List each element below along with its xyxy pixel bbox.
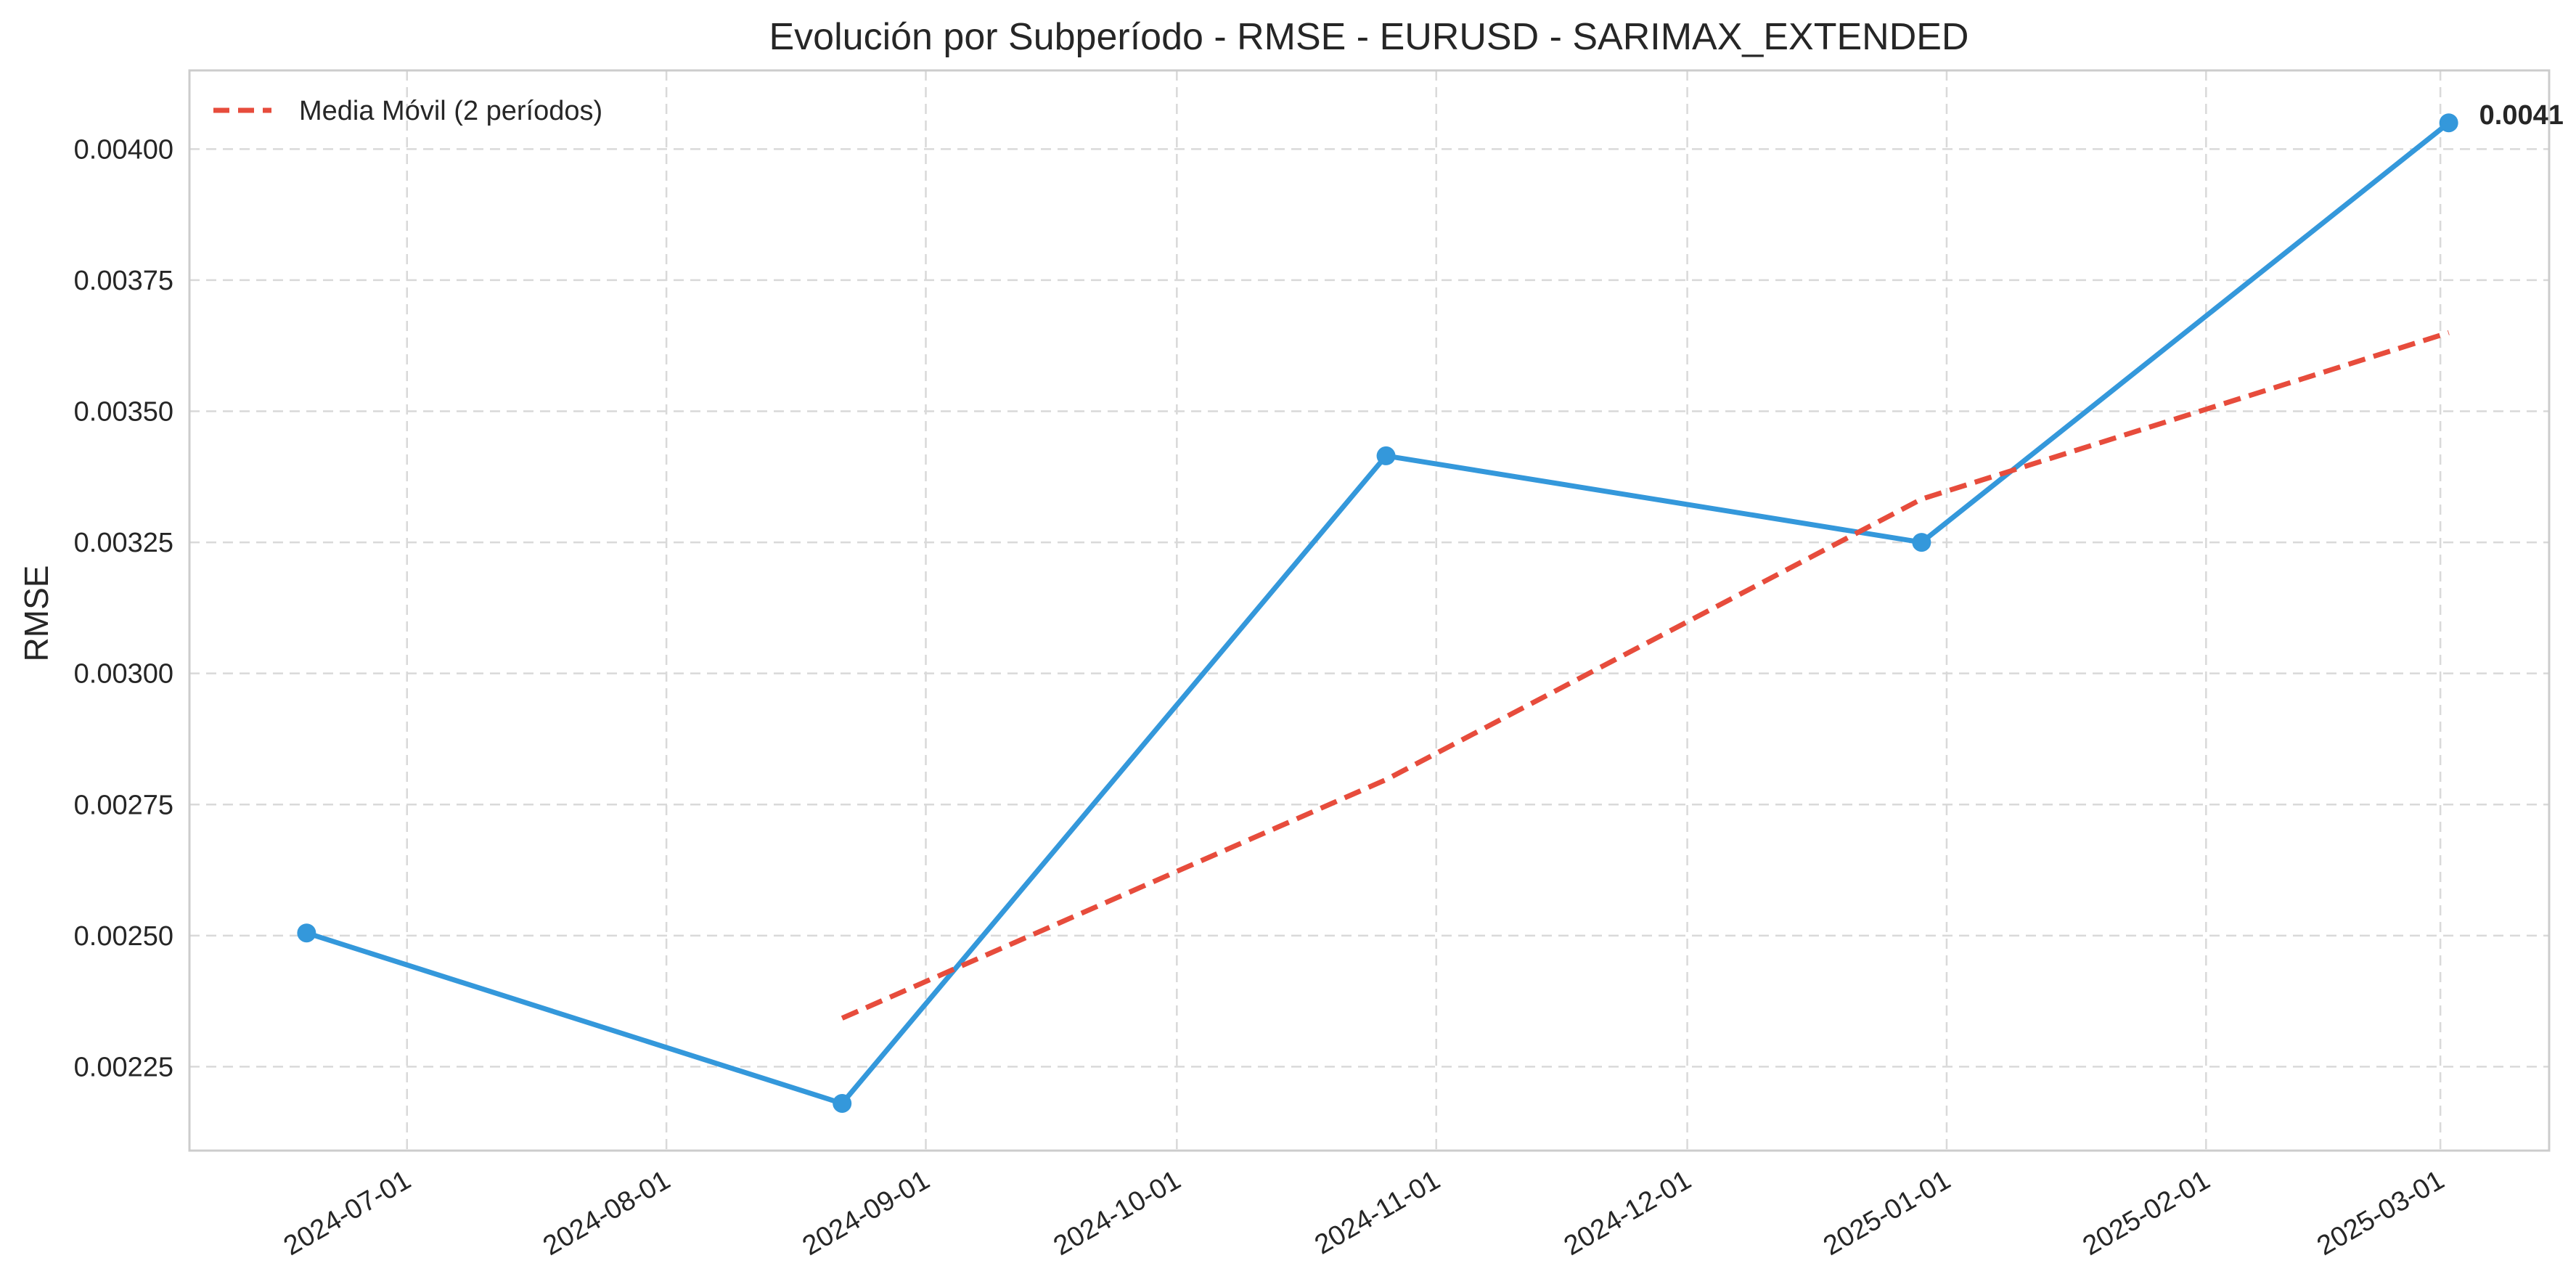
x-tick-label: 2025-01-01 (1818, 1164, 1955, 1262)
x-tick-label: 2024-07-01 (279, 1164, 416, 1262)
y-tick-label: 0.00225 (74, 1052, 173, 1082)
rmse-point (1376, 446, 1396, 465)
legend-label-moving-average: Media Móvil (2 períodos) (299, 96, 602, 126)
y-tick-label: 0.00300 (74, 659, 173, 690)
rmse-point (1912, 533, 1931, 552)
rmse-point (833, 1093, 852, 1113)
y-tick-label: 0.00325 (74, 528, 173, 558)
x-tick-label: 2024-08-01 (538, 1164, 675, 1262)
y-tick-label: 0.00250 (74, 921, 173, 952)
y-axis-label: RMSE (17, 566, 55, 662)
y-axis-ticks: 0.00225 0.00250 0.00275 0.00300 0.00325 0.003… (74, 134, 173, 1082)
x-axis-ticks: 2024-07-01 2024-08-01 2024-09-01 2024-10-01… (279, 1164, 2450, 1262)
rmse-point (2439, 113, 2458, 133)
marker-layer (297, 113, 2458, 1113)
rmse-line (306, 121, 2450, 1106)
x-tick-label: 2024-11-01 (1309, 1164, 1445, 1260)
y-tick-label: 0.00275 (74, 790, 173, 820)
chart-title: Evolución por Subperíodo - RMSE - EURUSD… (769, 16, 1969, 58)
y-tick-label: 0.00400 (74, 134, 173, 165)
x-tick-label: 2024-09-01 (798, 1164, 935, 1262)
grid (189, 70, 2549, 1151)
rmse-point (297, 923, 316, 943)
plot-frame (188, 69, 2551, 1152)
data-label: 0.0041 (2479, 100, 2564, 131)
x-tick-label: 2025-03-01 (2312, 1164, 2449, 1262)
moving-average-line (841, 330, 2450, 1021)
x-tick-label: 2025-02-01 (2077, 1164, 2215, 1262)
legend: Media Móvil (2 períodos) (213, 96, 602, 126)
x-tick-label: 2024-10-01 (1049, 1164, 1186, 1262)
annotation-layer: 0.0041 (2479, 100, 2564, 131)
y-tick-label: 0.00375 (74, 266, 173, 296)
series-layer (306, 121, 2450, 1106)
y-tick-label: 0.00350 (74, 397, 173, 428)
x-tick-label: 2024-12-01 (1559, 1164, 1696, 1262)
